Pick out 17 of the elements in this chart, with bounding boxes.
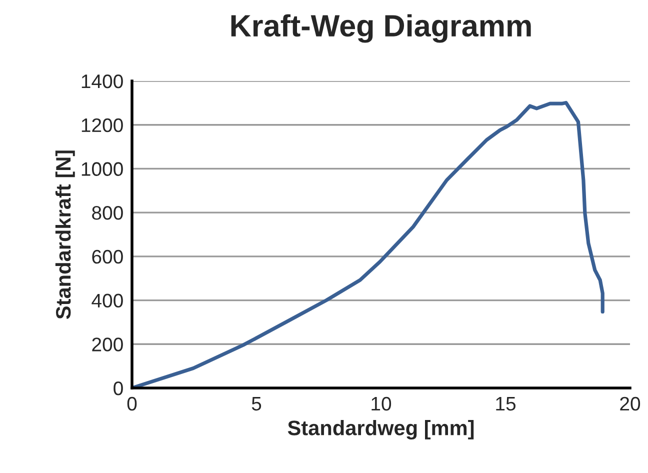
y-tick-label: 400 — [92, 294, 123, 308]
y-tick-label: 1200 — [82, 118, 123, 132]
x-tick-label: 15 — [496, 397, 516, 411]
y-tick-label: 600 — [92, 250, 123, 264]
y-tick-label: 1400 — [82, 74, 123, 88]
chart-title: Kraft-Weg Diagramm — [231, 14, 531, 43]
x-axis-title: Standardweg [mm] — [288, 420, 474, 440]
x-tick-label: 10 — [372, 396, 392, 411]
x-tick-label: 5 — [252, 397, 262, 411]
y-tick-label: 200 — [92, 338, 123, 352]
x-tick-label: 20 — [620, 396, 640, 411]
line-series — [132, 100, 604, 388]
x-tick-label: 0 — [127, 396, 137, 411]
y-axis-title: Standardkraft [N] — [55, 150, 75, 319]
y-tick-label: 1000 — [82, 162, 123, 176]
y-tick-label: 0 — [114, 381, 123, 396]
y-tick-label: 800 — [92, 206, 123, 220]
